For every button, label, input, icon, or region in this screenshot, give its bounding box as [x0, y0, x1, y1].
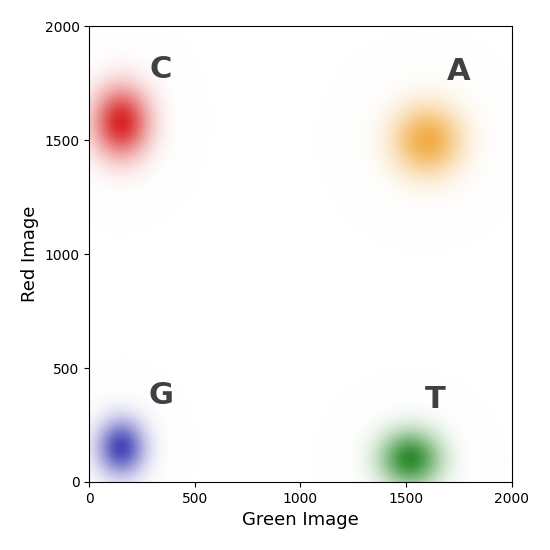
- Text: T: T: [425, 386, 446, 414]
- X-axis label: Green Image: Green Image: [242, 511, 359, 529]
- Text: C: C: [150, 55, 172, 84]
- Text: A: A: [447, 57, 471, 86]
- Y-axis label: Red Image: Red Image: [21, 206, 39, 302]
- Text: G: G: [148, 381, 174, 410]
